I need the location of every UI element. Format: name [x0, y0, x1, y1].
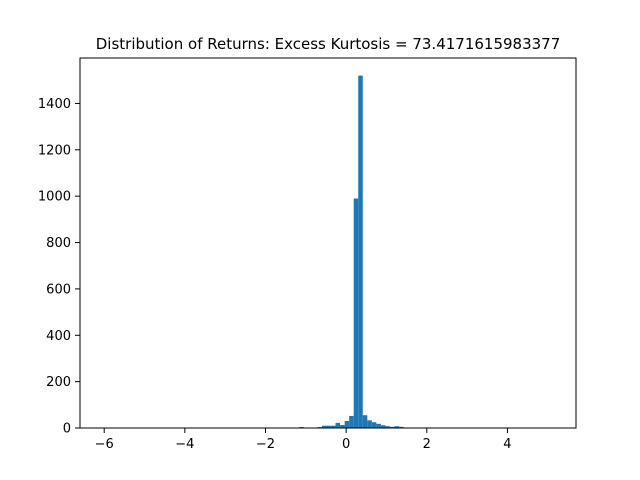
- histogram-bar: [376, 423, 381, 428]
- y-tick-label: 1200: [38, 143, 71, 158]
- x-tick-label: 2: [423, 437, 431, 452]
- x-tick-label: 0: [342, 437, 350, 452]
- histogram-bar: [394, 426, 400, 428]
- histogram-bar: [340, 424, 345, 428]
- y-tick-label: 200: [46, 375, 71, 390]
- histogram-bar: [335, 422, 341, 428]
- x-tick-label: 4: [503, 437, 511, 452]
- chart-title: Distribution of Returns: Excess Kurtosis…: [96, 35, 561, 53]
- histogram-bar: [349, 415, 354, 428]
- x-tick-label: −2: [256, 437, 275, 452]
- histogram-bar: [371, 422, 377, 428]
- histogram-bar: [321, 425, 327, 428]
- y-tick-label: 800: [46, 236, 71, 251]
- plot-frame: [79, 57, 577, 429]
- histogram-bar: [380, 425, 386, 428]
- histogram-bar: [353, 198, 359, 428]
- x-tick-label: −6: [95, 437, 114, 452]
- histogram-bar: [326, 425, 332, 428]
- histogram-bar: [367, 420, 372, 428]
- x-axis-ticks: −6 −4 −2 0 2 4: [95, 428, 512, 452]
- histogram-bar: [331, 425, 336, 428]
- y-tick-label: 1000: [38, 190, 71, 205]
- histogram-bar: [385, 426, 390, 428]
- x-tick-label: −4: [175, 437, 194, 452]
- histogram-bar: [390, 426, 395, 428]
- histogram-bar: [344, 421, 350, 428]
- y-tick-label: 600: [46, 282, 71, 297]
- histogram-bar: [399, 426, 404, 428]
- y-tick-label: 0: [63, 422, 71, 437]
- histogram-bar: [358, 75, 363, 429]
- y-axis-ticks: 0 200 400 600 800 1000 1200 1400: [38, 97, 80, 437]
- y-tick-label: 400: [46, 329, 71, 344]
- histogram-bar: [362, 415, 368, 428]
- y-tick-label: 1400: [38, 97, 71, 112]
